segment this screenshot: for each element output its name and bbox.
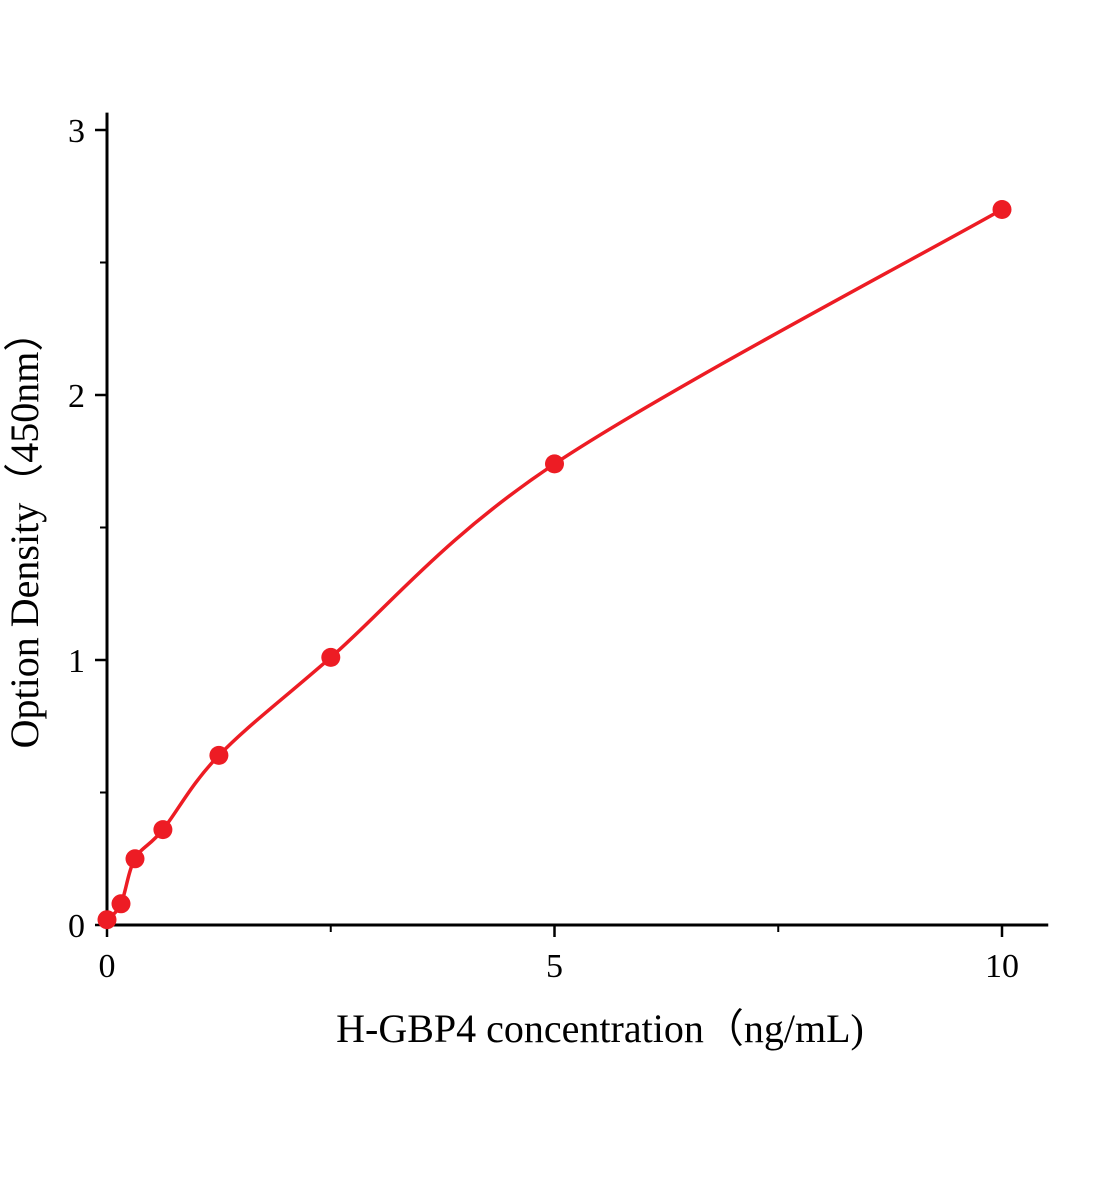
x-axis-title: H-GBP4 concentration（ng/mL)	[336, 1006, 864, 1051]
y-tick-label: 2	[68, 378, 85, 415]
standard-curve-line	[105, 207, 1004, 922]
data-point-marker	[545, 454, 564, 474]
y-tick-label: 1	[68, 643, 85, 680]
y-axis-title: Option Density（450nm）	[2, 312, 47, 749]
x-tick-label: 0	[99, 948, 116, 985]
y-tick-label: 3	[68, 113, 85, 150]
x-tick-label: 10	[985, 948, 1019, 985]
data-point-marker	[97, 910, 117, 930]
y-tick-label: 0	[68, 908, 85, 945]
data-point-marker	[209, 745, 229, 765]
x-tick-label: 5	[546, 948, 563, 985]
data-point-marker	[153, 820, 173, 840]
data-point-marker	[111, 894, 131, 914]
data-point-marker	[125, 849, 145, 869]
data-point-marker	[321, 647, 341, 667]
data-point-marker	[992, 200, 1012, 219]
